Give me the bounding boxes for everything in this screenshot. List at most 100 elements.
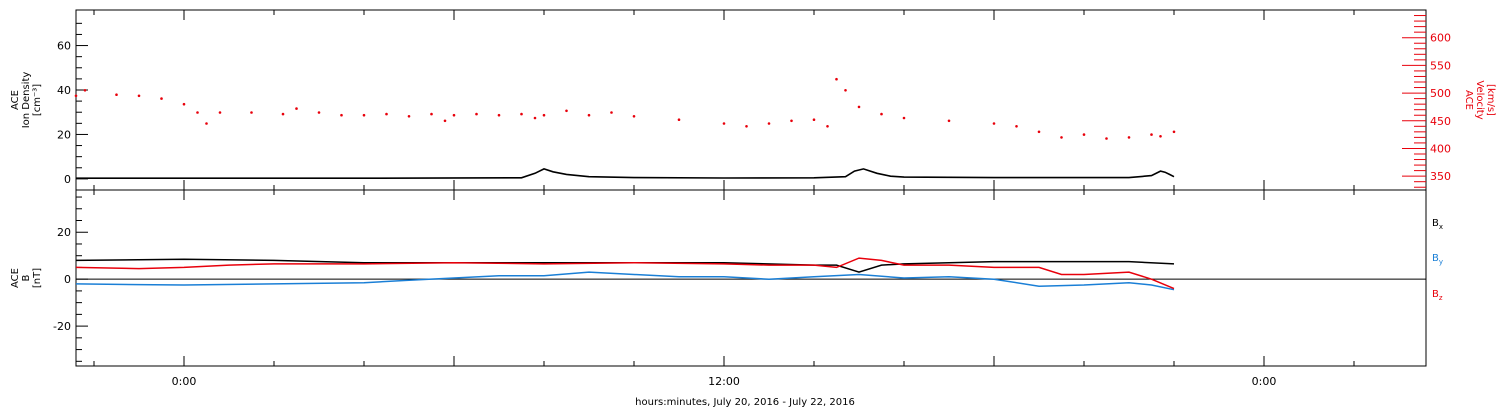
velocity-point bbox=[196, 111, 199, 114]
velocity-point bbox=[857, 105, 861, 109]
top-y2label-line-3: [km/s] bbox=[1485, 84, 1496, 116]
velocity-point bbox=[1150, 133, 1153, 136]
y-tick-label: 20 bbox=[57, 226, 71, 239]
velocity-point bbox=[520, 112, 523, 116]
top-left-axis-ticks: 0 20 40 60 bbox=[57, 22, 88, 186]
velocity-point bbox=[722, 122, 726, 125]
y-tick-label: 60 bbox=[57, 40, 71, 53]
velocity-point bbox=[587, 113, 591, 117]
x-tick-label: 0:00 bbox=[172, 375, 197, 388]
velocity-point bbox=[443, 119, 447, 123]
legend-by-sub: y bbox=[1439, 258, 1443, 266]
velocity-point bbox=[218, 111, 222, 114]
y2-tick-label: 500 bbox=[1430, 87, 1451, 100]
velocity-point bbox=[115, 93, 118, 96]
velocity-point bbox=[947, 119, 951, 123]
velocity-point bbox=[205, 122, 208, 125]
velocity-point bbox=[1172, 130, 1176, 134]
velocity-point bbox=[317, 111, 321, 114]
velocity-point bbox=[767, 122, 771, 125]
series-bz bbox=[75, 257, 1175, 290]
y2-tick-label: 450 bbox=[1430, 115, 1451, 128]
velocity-point bbox=[835, 77, 838, 81]
legend-bz-main: B bbox=[1432, 289, 1439, 300]
velocity-point bbox=[83, 89, 87, 92]
legend-by: By bbox=[1432, 253, 1443, 266]
velocity-point bbox=[340, 113, 343, 117]
y2-tick-label: 550 bbox=[1430, 59, 1451, 72]
velocity-point bbox=[1037, 130, 1041, 134]
velocity-point bbox=[902, 116, 906, 120]
x-tick-labels: 0:00 12:00 0:00 bbox=[172, 375, 1277, 388]
bottom-panel: -20 0 20 ACE B [nT] Bx By Bz bbox=[10, 189, 1443, 367]
top-y2label-line-1: ACE bbox=[1463, 90, 1474, 110]
velocity-point bbox=[677, 118, 681, 121]
velocity-point bbox=[745, 125, 748, 128]
top-x-axis-ticks bbox=[93, 10, 1355, 190]
velocity-point bbox=[826, 125, 829, 128]
y-tick-label: -20 bbox=[53, 320, 71, 333]
velocity-point bbox=[812, 118, 816, 121]
legend-bz: Bz bbox=[1432, 289, 1443, 302]
velocity-point bbox=[475, 112, 478, 116]
velocity-point bbox=[295, 107, 298, 110]
velocity-point bbox=[430, 112, 433, 116]
velocity-point bbox=[542, 113, 546, 117]
bottom-ylabel-line-3: [nT] bbox=[32, 268, 43, 288]
velocity-point bbox=[632, 115, 636, 118]
velocity-point bbox=[1105, 137, 1108, 140]
bottom-left-axis-ticks: -20 0 20 bbox=[53, 196, 88, 362]
y-tick-label: 40 bbox=[57, 84, 71, 97]
x-axis-label: hours:minutes, July 20, 2016 - July 22, … bbox=[635, 397, 855, 408]
y-tick-label: 0 bbox=[64, 173, 71, 186]
series-by bbox=[75, 271, 1175, 291]
velocity-point bbox=[362, 113, 366, 117]
velocity-point bbox=[1060, 136, 1063, 139]
bottom-panel-frame bbox=[75, 189, 1427, 367]
top-panel-frame bbox=[75, 9, 1427, 191]
y-tick-label: 20 bbox=[57, 128, 71, 141]
bottom-ylabel-line-2: B bbox=[21, 274, 32, 281]
top-ylabel-line-2: Ion Density bbox=[21, 72, 32, 129]
series-bx bbox=[75, 258, 1175, 273]
legend-bx-sub: x bbox=[1439, 223, 1443, 231]
velocity-point bbox=[533, 116, 537, 120]
velocity-point bbox=[790, 119, 793, 123]
top-ylabel-line-1: ACE bbox=[10, 90, 21, 110]
velocity-point bbox=[1127, 136, 1131, 139]
legend: Bx By Bz bbox=[1432, 218, 1443, 302]
top-series-group bbox=[74, 77, 1176, 179]
velocity-point bbox=[880, 112, 883, 116]
velocity-point bbox=[182, 102, 186, 106]
top-ylabel-line-3: [cm⁻³] bbox=[32, 84, 43, 116]
bottom-ylabel-line-1: ACE bbox=[10, 268, 21, 288]
velocity-point bbox=[281, 112, 285, 116]
y2-tick-label: 400 bbox=[1430, 142, 1451, 155]
y-tick-label: 0 bbox=[64, 273, 71, 286]
bottom-series-group bbox=[75, 257, 1175, 291]
velocity-point bbox=[610, 111, 613, 114]
ion-density-series bbox=[76, 168, 1175, 179]
legend-bz-sub: z bbox=[1439, 294, 1443, 302]
velocity-point bbox=[565, 109, 568, 113]
velocity-point bbox=[385, 112, 388, 116]
x-tick-label: 0:00 bbox=[1252, 375, 1277, 388]
y2-tick-label: 600 bbox=[1430, 32, 1451, 45]
velocity-point bbox=[137, 94, 141, 98]
x-tick-label: 12:00 bbox=[708, 375, 740, 388]
velocity-point bbox=[407, 115, 411, 118]
velocity-point bbox=[844, 89, 847, 92]
top-panel: 0 20 40 60 350 400 450 500 550 600 ACE Ion Densi… bbox=[10, 9, 1496, 191]
velocity-point bbox=[497, 113, 501, 117]
velocity-point bbox=[250, 111, 253, 114]
velocity-point bbox=[1159, 135, 1162, 138]
top-right-axis-ticks: 350 400 450 500 550 600 bbox=[1402, 15, 1451, 188]
bottom-x-axis-ticks bbox=[93, 190, 1355, 366]
velocity-point bbox=[1082, 133, 1086, 136]
legend-bx: Bx bbox=[1432, 218, 1443, 231]
legend-bx-main: B bbox=[1432, 218, 1439, 229]
y2-tick-label: 350 bbox=[1430, 170, 1451, 183]
velocity-point bbox=[992, 122, 996, 125]
velocity-point bbox=[160, 97, 163, 100]
